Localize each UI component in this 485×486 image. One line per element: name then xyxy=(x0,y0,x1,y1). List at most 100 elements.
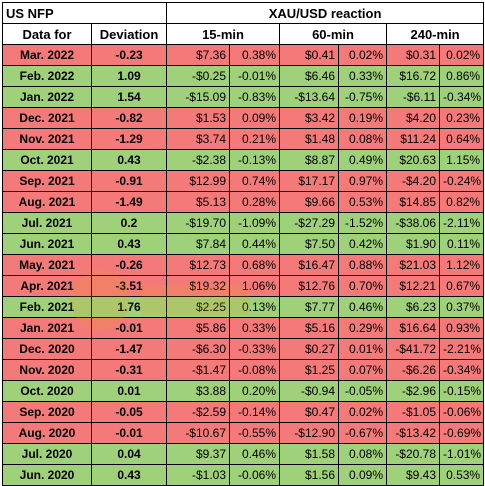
cell-60min-pct: 0.33% xyxy=(338,65,388,87)
cell-15min-usd: -$15.09 xyxy=(166,86,231,108)
cell-60min-usd: $3.42 xyxy=(279,107,340,129)
cell-15min-pct: 0.38% xyxy=(229,44,281,66)
header-240-min: 240-min xyxy=(386,23,485,45)
cell-240min-usd: -$13.42 xyxy=(386,422,441,444)
table-row: Dec. 2020 -1.47 -$6.30 -0.33% $0.27 0.01% -$41… xyxy=(2,338,485,360)
table-row: Dec. 2021 -0.82 $1.53 0.09% $3.42 0.19% $4.20 0… xyxy=(2,107,485,129)
cell-data-date: Jun. 2020 xyxy=(2,464,92,486)
table-body: Mar. 2022 -0.23 $7.36 0.38% $0.41 0.02% $0.31 0… xyxy=(2,44,485,486)
cell-240min-pct: 0.02% xyxy=(439,44,485,66)
cell-deviation: -0.01 xyxy=(90,317,168,339)
cell-15min-usd: $3.88 xyxy=(166,380,231,402)
cell-deviation: -1.47 xyxy=(90,338,168,360)
cell-15min-pct: 0.68% xyxy=(229,254,281,276)
cell-15min-pct: -0.06% xyxy=(229,464,281,486)
cell-60min-usd: $0.27 xyxy=(279,338,340,360)
cell-60min-pct: 0.49% xyxy=(338,149,388,171)
cell-240min-pct: 0.23% xyxy=(439,107,485,129)
cell-15min-usd: $5.13 xyxy=(166,191,231,213)
header-15-min: 15-min xyxy=(166,23,281,45)
cell-deviation: 1.76 xyxy=(90,296,168,318)
cell-240min-usd: $6.23 xyxy=(386,296,441,318)
cell-data-date: Oct. 2020 xyxy=(2,380,92,402)
cell-60min-usd: $7.77 xyxy=(279,296,340,318)
cell-60min-usd: $1.58 xyxy=(279,443,340,465)
cell-60min-pct: 0.09% xyxy=(338,464,388,486)
cell-60min-pct: 0.02% xyxy=(338,401,388,423)
cell-60min-pct: 0.97% xyxy=(338,170,388,192)
table-row: Sep. 2021 -0.91 $12.99 0.74% $17.17 0.97% -$4.… xyxy=(2,170,485,192)
cell-15min-usd: -$1.03 xyxy=(166,464,231,486)
table-row: Jan. 2021 -0.01 $5.86 0.33% $5.16 0.29% $16.64… xyxy=(2,317,485,339)
cell-240min-usd: $16.72 xyxy=(386,65,441,87)
table-row: Jul. 2021 0.2 -$19.70 -1.09% -$27.29 -1.52% -$… xyxy=(2,212,485,234)
header-us-nfp: US NFP xyxy=(1,2,168,24)
cell-60min-pct: -0.05% xyxy=(338,380,388,402)
cell-15min-usd: $19.32 xyxy=(166,275,231,297)
cell-15min-pct: -0.08% xyxy=(229,359,281,381)
cell-15min-pct: 0.20% xyxy=(229,380,281,402)
cell-data-date: Feb. 2021 xyxy=(2,296,92,318)
cell-240min-usd: -$38.06 xyxy=(386,212,441,234)
cell-60min-usd: $5.16 xyxy=(279,317,340,339)
cell-15min-pct: 0.13% xyxy=(229,296,281,318)
cell-240min-pct: 0.64% xyxy=(439,128,485,150)
cell-15min-usd: -$6.30 xyxy=(166,338,231,360)
cell-60min-pct: 0.88% xyxy=(338,254,388,276)
cell-60min-usd: $12.76 xyxy=(279,275,340,297)
cell-15min-pct: -0.13% xyxy=(229,149,281,171)
cell-15min-usd: $3.74 xyxy=(166,128,231,150)
cell-deviation: -0.91 xyxy=(90,170,168,192)
table-row: Jan. 2022 1.54 -$15.09 -0.83% -$13.64 -0.75% -… xyxy=(2,86,485,108)
cell-15min-pct: 0.33% xyxy=(229,317,281,339)
cell-60min-pct: 0.53% xyxy=(338,191,388,213)
cell-240min-pct: -0.24% xyxy=(439,170,485,192)
cell-data-date: Apr. 2021 xyxy=(2,275,92,297)
cell-data-date: Sep. 2021 xyxy=(2,170,92,192)
cell-data-date: Aug. 2020 xyxy=(2,422,92,444)
cell-data-date: Mar. 2022 xyxy=(2,44,92,66)
cell-240min-pct: -0.69% xyxy=(439,422,485,444)
cell-240min-pct: 1.12% xyxy=(439,254,485,276)
cell-240min-pct: 0.86% xyxy=(439,65,485,87)
cell-data-date: Sep. 2020 xyxy=(2,401,92,423)
cell-60min-usd: $0.41 xyxy=(279,44,340,66)
cell-15min-usd: -$0.25 xyxy=(166,65,231,87)
cell-data-date: Aug. 2021 xyxy=(2,191,92,213)
cell-240min-usd: $4.20 xyxy=(386,107,441,129)
cell-240min-pct: -0.34% xyxy=(439,86,485,108)
cell-60min-pct: 0.42% xyxy=(338,233,388,255)
cell-60min-pct: 0.08% xyxy=(338,443,388,465)
cell-60min-usd: $7.50 xyxy=(279,233,340,255)
cell-deviation: -0.31 xyxy=(90,359,168,381)
table-row: Jun. 2020 0.43 -$1.03 -0.06% $1.56 0.09% $9.43… xyxy=(2,464,485,486)
cell-240min-usd: -$2.96 xyxy=(386,380,441,402)
cell-15min-pct: 0.46% xyxy=(229,443,281,465)
cell-60min-pct: 0.46% xyxy=(338,296,388,318)
cell-15min-pct: 0.28% xyxy=(229,191,281,213)
cell-60min-usd: $0.47 xyxy=(279,401,340,423)
cell-15min-pct: -0.55% xyxy=(229,422,281,444)
cell-15min-usd: -$19.70 xyxy=(166,212,231,234)
cell-60min-usd: $1.56 xyxy=(279,464,340,486)
cell-data-date: Nov. 2021 xyxy=(2,128,92,150)
cell-deviation: 1.09 xyxy=(90,65,168,87)
cell-data-date: Nov. 2020 xyxy=(2,359,92,381)
cell-deviation: 0.43 xyxy=(90,233,168,255)
cell-15min-usd: $9.37 xyxy=(166,443,231,465)
cell-60min-pct: 0.19% xyxy=(338,107,388,129)
cell-240min-pct: 0.11% xyxy=(439,233,485,255)
cell-240min-usd: -$4.20 xyxy=(386,170,441,192)
cell-240min-pct: 0.67% xyxy=(439,275,485,297)
table-row: Mar. 2022 -0.23 $7.36 0.38% $0.41 0.02% $0.31 0… xyxy=(2,44,485,66)
cell-60min-pct: 0.29% xyxy=(338,317,388,339)
cell-15min-pct: 0.09% xyxy=(229,107,281,129)
cell-60min-usd: -$0.94 xyxy=(279,380,340,402)
cell-deviation: 0.01 xyxy=(90,380,168,402)
cell-240min-pct: 0.82% xyxy=(439,191,485,213)
table-row: Nov. 2020 -0.31 -$1.47 -0.08% $1.25 0.07% -$6.… xyxy=(2,359,485,381)
cell-deviation: -1.49 xyxy=(90,191,168,213)
cell-240min-usd: -$41.72 xyxy=(386,338,441,360)
table-row: Aug. 2021 -1.49 $5.13 0.28% $9.66 0.53% $14.85… xyxy=(2,191,485,213)
cell-15min-usd: -$10.67 xyxy=(166,422,231,444)
